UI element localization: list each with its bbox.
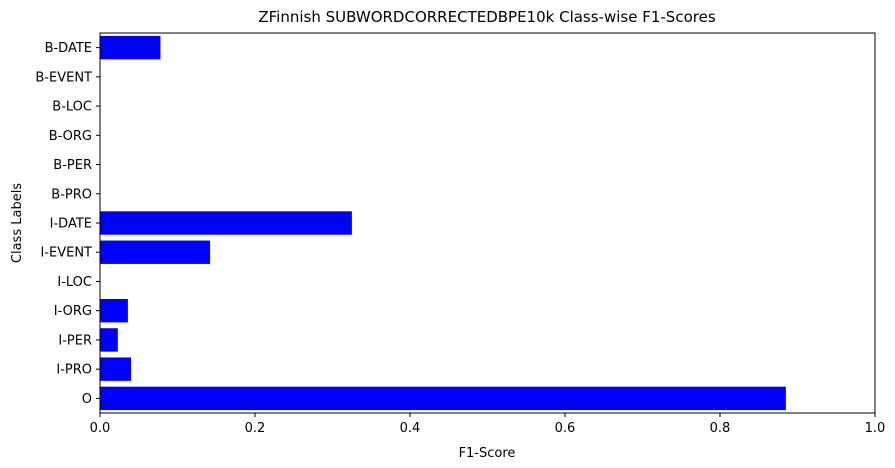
plot-area: B-DATE B-EVENT B-LOC B-ORG B-PER B-PRO I-DATE I… [35,32,886,436]
y-tick-label: B-PER [53,158,92,173]
y-tick-label: O [82,392,92,407]
y-tick-label: I-EVENT [40,246,92,261]
y-tick-label: B-LOC [52,100,92,115]
x-tick-label: 0.2 [245,421,266,436]
y-tick-label: I-DATE [50,217,92,232]
x-axis-label: F1-Score [459,446,516,461]
plot-frame [99,32,876,414]
x-tick-label: 1.0 [865,421,886,436]
x-tick-label: 0.4 [400,421,421,436]
y-tick-label: I-PRO [56,363,92,378]
y-tick-label: B-ORG [49,129,92,144]
y-tick-label: I-LOC [57,275,92,290]
y-axis-label: Class Labels [10,183,25,263]
bar-i-event [100,240,211,264]
chart-title: ZFinnish SUBWORDCORRECTEDBPE10k Class-wi… [258,8,715,26]
x-tick-label: 0.0 [90,421,111,436]
y-tick-label: B-PRO [51,187,92,202]
bar-o [100,386,786,411]
bar-i-date [100,211,352,235]
bar-i-per [100,328,118,352]
y-tick-label: I-ORG [54,304,92,319]
bar-i-pro [100,357,131,381]
x-tick-label: 0.6 [555,421,576,436]
y-tick-label: B-DATE [45,41,92,56]
y-tick-label: I-PER [58,333,92,348]
bar-i-org [100,299,128,323]
bar-b-date [100,35,161,60]
x-tick-label: 0.8 [710,421,731,436]
y-tick-label: B-EVENT [35,70,92,85]
